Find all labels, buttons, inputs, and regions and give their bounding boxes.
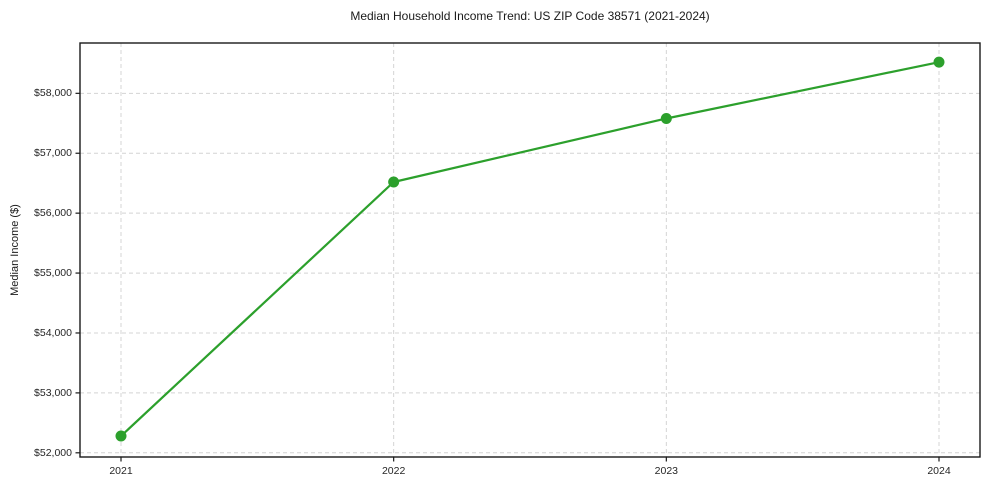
data-point-marker — [115, 430, 127, 442]
income-trend-line — [119, 61, 941, 438]
y-tick-label: $57,000 — [34, 147, 72, 160]
y-tick-label: $53,000 — [34, 386, 72, 399]
y-tick-label: $56,000 — [34, 207, 72, 220]
y-tick-label: $58,000 — [34, 87, 72, 100]
x-tick-label: 2024 — [927, 465, 951, 477]
y-tick-label: $52,000 — [34, 446, 72, 459]
x-tick-label: 2022 — [381, 465, 406, 477]
chart-title: Median Household Income Trend: US ZIP Co… — [350, 9, 710, 23]
y-tick-label: $54,000 — [34, 326, 72, 339]
data-point-marker — [660, 112, 672, 124]
x-tick-label: 2023 — [654, 465, 678, 477]
x-tick-label: 2021 — [109, 465, 133, 477]
y-tick-label: $55,000 — [34, 267, 72, 280]
data-point-marker — [933, 56, 945, 68]
plot-border — [79, 42, 981, 458]
data-point-marker — [388, 176, 400, 188]
